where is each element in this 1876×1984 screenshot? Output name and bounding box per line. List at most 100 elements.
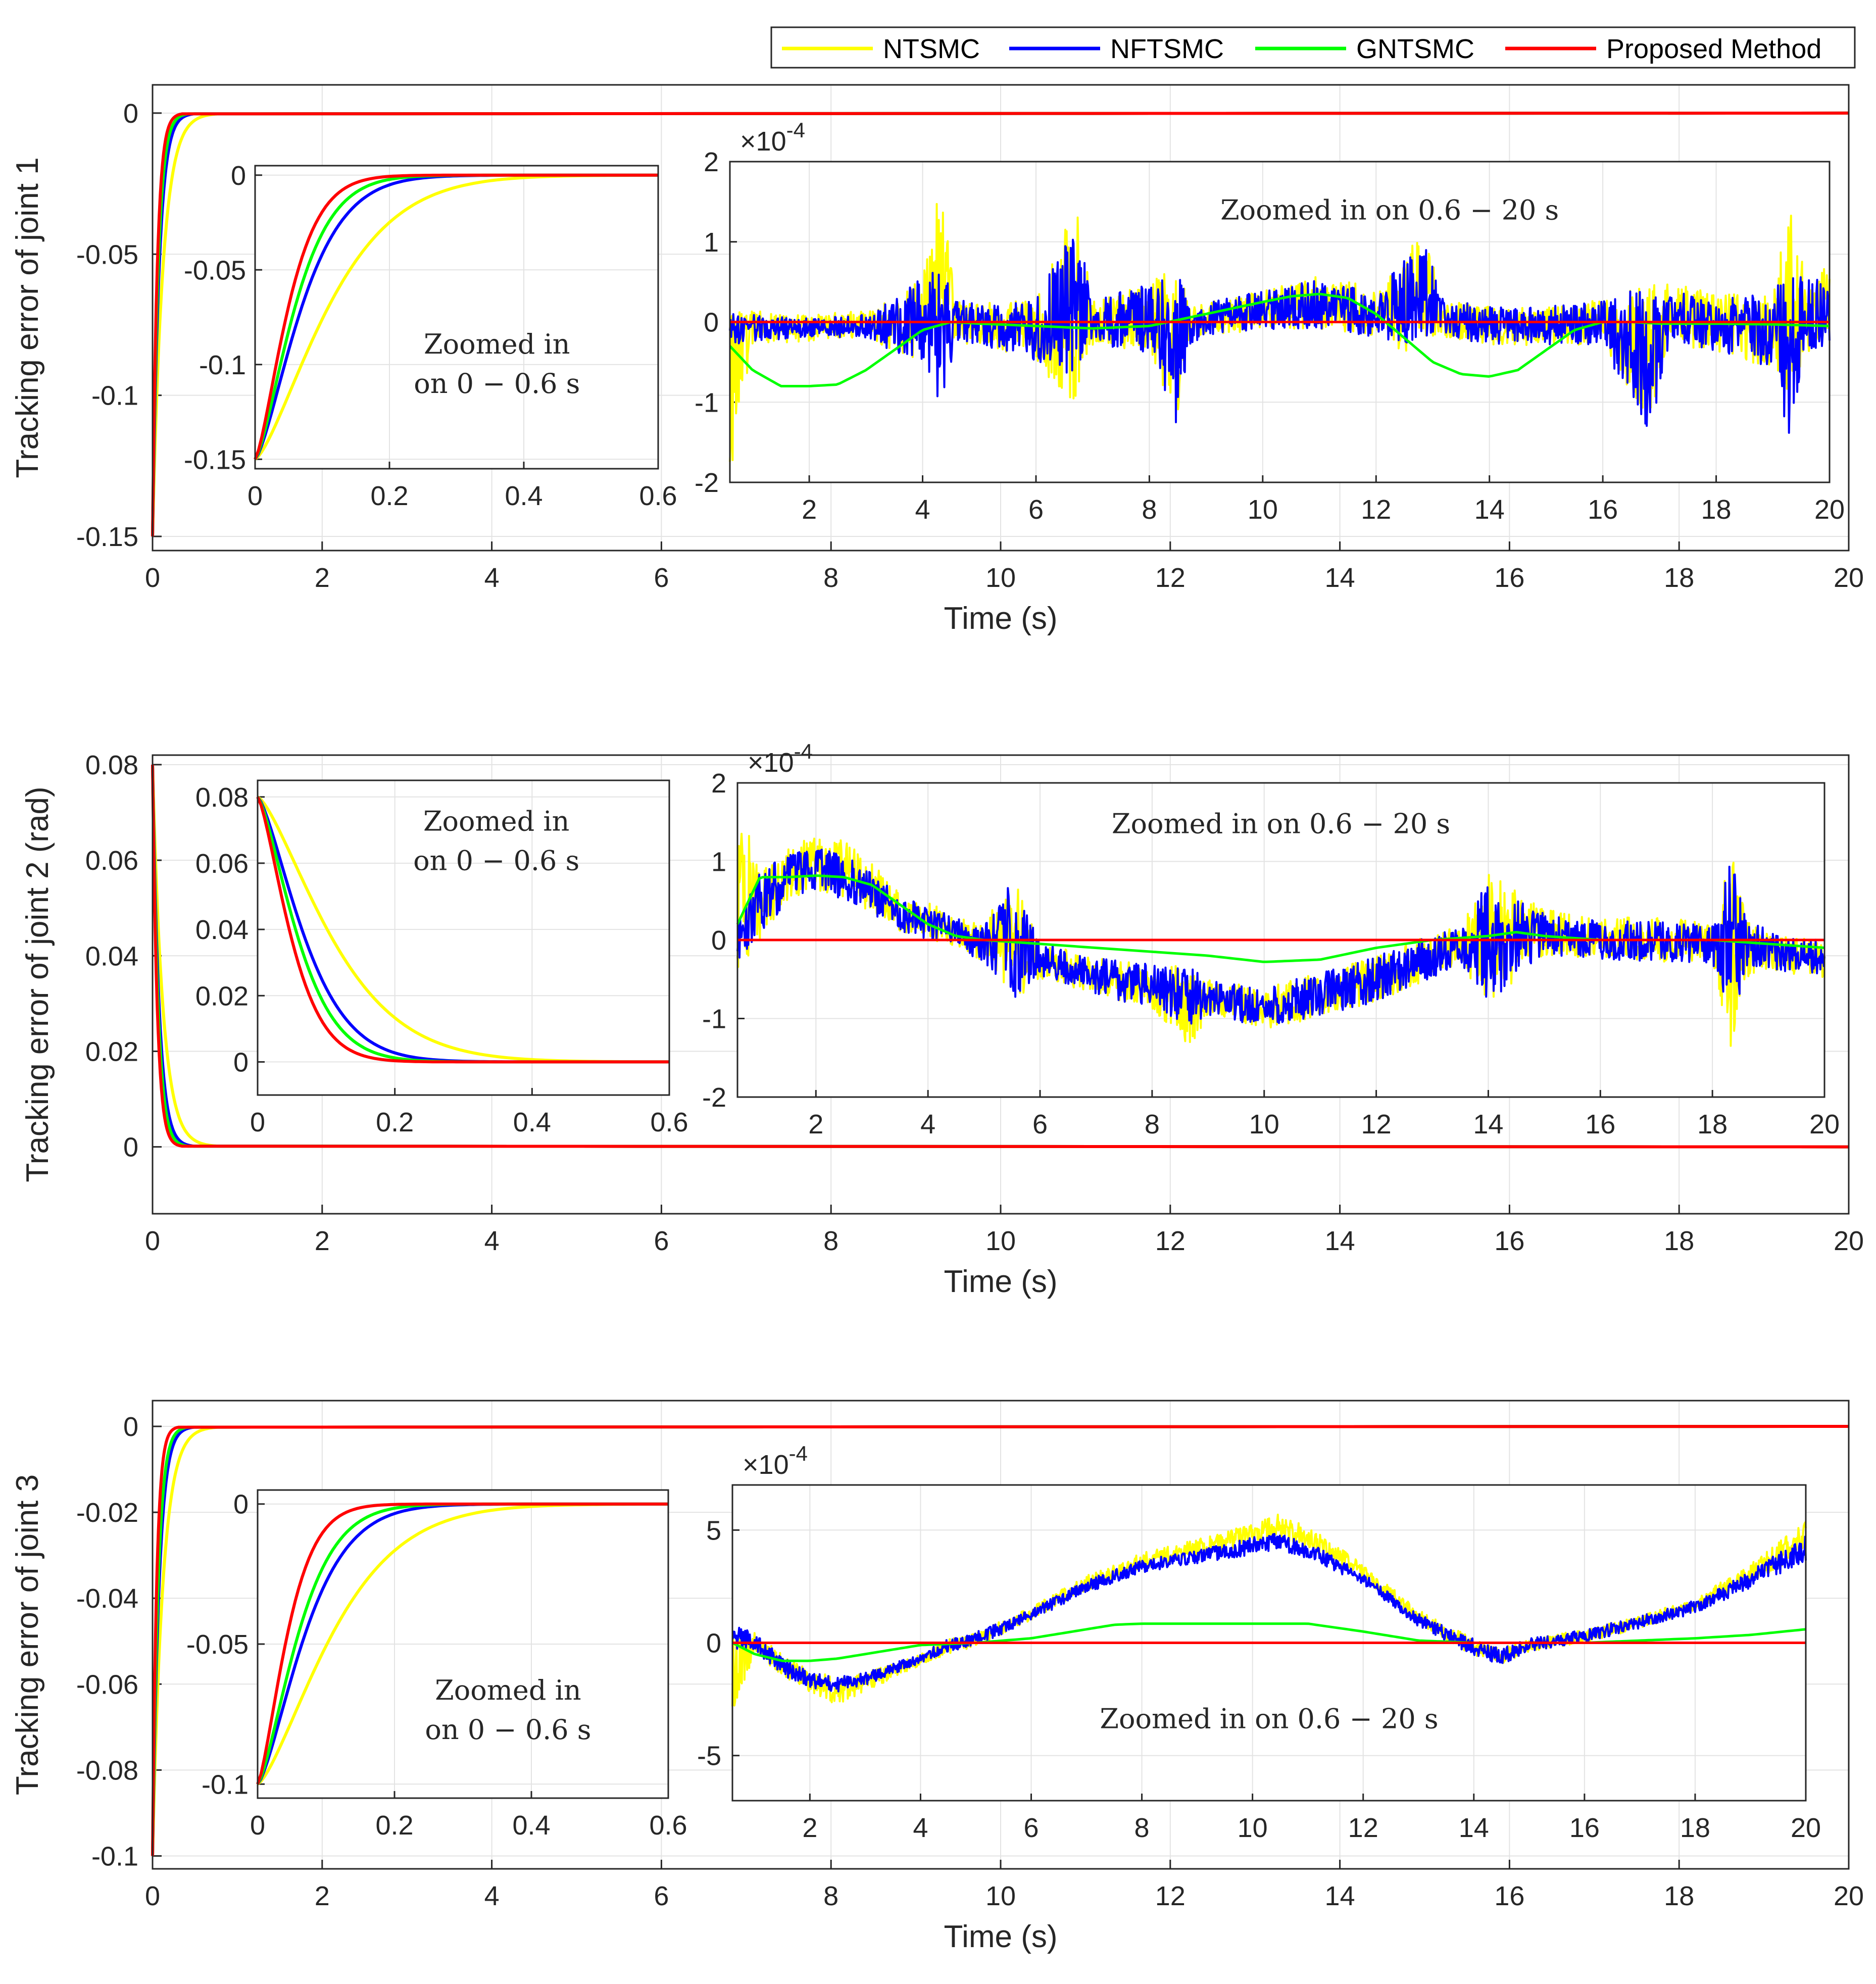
joint3-inset-early-xtick-label: 0.2 — [375, 1810, 413, 1841]
joint2-inset-late-xtick-label: 8 — [1145, 1109, 1160, 1139]
joint3-inset-early-series-proposed-method — [256, 1502, 668, 1785]
joint2-xtick-label: 16 — [1494, 1226, 1524, 1256]
legend-label-gntsmc: GNTSMC — [1356, 34, 1474, 64]
joint1-xtick-label: 16 — [1494, 563, 1524, 593]
joint1-xtick-label: 2 — [315, 563, 330, 593]
joint2-ylabel: Tracking error of joint 2 (rad) — [20, 786, 55, 1182]
joint1-xtick-label: 8 — [823, 563, 838, 593]
joint3-inset-early-annotation: Zoomed in — [435, 1674, 581, 1706]
joint1-inset-late-series-nftsmc — [729, 238, 1831, 434]
joint2-ytick-label: 0.08 — [85, 750, 138, 780]
joint3-xtick-label: 2 — [315, 1881, 330, 1911]
joint2-inset-late-series-nftsmc — [736, 849, 1825, 1025]
joint1-ytick-label: 0 — [123, 98, 138, 129]
joint3-xtick-label: 18 — [1664, 1881, 1694, 1911]
legend-label-nftsmc: NFTSMC — [1110, 34, 1224, 64]
joint3-inset-early-ytick-label: -0.1 — [202, 1769, 249, 1800]
joint3-ytick-label: -0.1 — [91, 1841, 138, 1871]
joint2-inset-late-xtick-label: 16 — [1585, 1109, 1615, 1139]
joint3-inset-late-xtick-label: 2 — [802, 1813, 817, 1843]
joint1-inset-late-ytick-label: 1 — [704, 227, 719, 258]
joint2-ytick-label: 0.04 — [85, 941, 138, 971]
joint1-inset-early-area — [255, 166, 658, 469]
joint1-inset-early-ytick-label: -0.1 — [199, 350, 246, 380]
joint2-xtick-label: 18 — [1664, 1226, 1694, 1256]
joint1-xtick-label: 10 — [985, 563, 1016, 593]
joint2-inset-early-ytick-label: 0.04 — [195, 915, 249, 945]
joint1-inset-late-xtick-label: 20 — [1814, 494, 1845, 525]
joint2-inset-late-ytick-label: 0 — [711, 925, 726, 956]
joint3-xtick-label: 8 — [823, 1881, 838, 1911]
joint3-series-proposed-method — [151, 1425, 1849, 1856]
joint1-inset-early-annotation: Zoomed in — [424, 328, 570, 360]
joint2-inset-late-annotation: Zoomed in on 0.6 − 20 s — [1112, 808, 1450, 840]
joint1-xlabel: Time (s) — [944, 601, 1058, 636]
joint2-inset-early-ytick-label: 0 — [233, 1047, 249, 1077]
joint1-inset-late-xtick-label: 12 — [1361, 494, 1391, 525]
joint3-inset-late-xtick-label: 12 — [1348, 1813, 1378, 1843]
joint1-inset-early-xtick-label: 0.2 — [370, 481, 408, 511]
joint2-inset-early: 0 0.2 0.4 0.6 0 0.02 0.04 0.06 0.08 Zoomed in on 0… — [195, 779, 688, 1137]
joint2-inset-early-ytick-label: 0.06 — [195, 849, 249, 879]
joint3-ytick-label: -0.06 — [76, 1669, 138, 1700]
joint3-xlabel: Time (s) — [944, 1919, 1058, 1954]
joint1-inset-late-xtick-label: 10 — [1248, 494, 1278, 525]
joint3-axes-box — [152, 1400, 1850, 1870]
joint2-inset-early-area — [258, 780, 669, 1095]
joint2-inset-late-ytick-label: -2 — [702, 1082, 726, 1113]
joint1-inset-late-box — [729, 161, 1831, 483]
joint2-inset-early-annotation: Zoomed in — [423, 806, 570, 837]
joint2-xlabel: Time (s) — [944, 1264, 1058, 1299]
joint2-xtick-label: 4 — [484, 1226, 500, 1256]
joint1-xtick-label: 0 — [145, 563, 160, 593]
joint2-xtick-label: 12 — [1155, 1226, 1186, 1256]
joint3-inset-early: 0 0.2 0.4 0.6 -0.1 -0.05 0 Zoomed in on 0 − 0.6 … — [186, 1489, 687, 1841]
joint2-xtick-label: 2 — [315, 1226, 330, 1256]
joint2-inset-late-xtick-label: 2 — [808, 1109, 823, 1139]
joint3-inset-late-ytick-label: -5 — [697, 1741, 721, 1771]
joint1-inset-late-ytick-label: -1 — [695, 387, 719, 418]
joint3-xtick-label: 4 — [484, 1881, 500, 1911]
joint2-inset-early-series-proposed-method — [256, 796, 669, 1064]
joint3-xtick-label: 0 — [145, 1881, 160, 1911]
joint2-ytick-label: 0 — [123, 1132, 138, 1163]
joint2-axes-box — [152, 754, 1850, 1215]
joint3-inset-late-xtick-label: 10 — [1238, 1813, 1268, 1843]
joint3-inset-late-ytick-label: 0 — [706, 1628, 721, 1659]
legend: NTSMC NFTSMC GNTSMC Proposed Method — [770, 26, 1856, 69]
joint2-inset-late-xtick-label: 20 — [1809, 1109, 1840, 1139]
joint3-ylabel: Tracking error of joint 3 — [10, 1474, 45, 1795]
joint3-inset-late-xtick-label: 18 — [1680, 1813, 1710, 1843]
joint2-xtick-label: 6 — [654, 1226, 669, 1256]
joint1-inset-late-xtick-label: 16 — [1588, 494, 1618, 525]
joint2-inset-early-box — [257, 779, 670, 1096]
joint3-xtick-label: 16 — [1494, 1881, 1524, 1911]
joint3-inset-late-series-gntsmc — [731, 1622, 1806, 1662]
joint2-xtick-label: 14 — [1325, 1226, 1355, 1256]
joint3-xtick-label: 10 — [985, 1881, 1016, 1911]
legend-label-ntsmc: NTSMC — [883, 34, 980, 64]
joint3-inset-late-series-nftsmc — [731, 1533, 1807, 1693]
joint3-inset-early-ytick-label: 0 — [233, 1490, 249, 1520]
joint3-inset-early-xtick-label: 0.6 — [649, 1810, 687, 1841]
joint3-ytick-label: -0.08 — [76, 1755, 138, 1785]
joint3-inset-late-box — [731, 1484, 1807, 1802]
joint3-inset-late-xtick-label: 6 — [1023, 1813, 1039, 1843]
joint2-inset-late-xtick-label: 10 — [1249, 1109, 1279, 1139]
joint1-xtick-label: 18 — [1664, 563, 1694, 593]
joint2-inset-late-ytick-label: 1 — [711, 847, 726, 877]
joint2-inset-late-xtick-label: 18 — [1697, 1109, 1727, 1139]
joint3-inset-late-annotation: Zoomed in on 0.6 − 20 s — [1100, 1703, 1438, 1734]
joint1-inset-late-xtick-label: 18 — [1701, 494, 1732, 525]
joint2-inset-early-xtick-label: 0.6 — [650, 1107, 688, 1137]
joint1-inset-early-xtick-label: 0.6 — [639, 481, 677, 511]
joint1-series-proposed-method — [151, 111, 1849, 537]
joint1-xtick-label: 4 — [484, 563, 500, 593]
joint3-inset-early-box — [257, 1489, 669, 1799]
joint1-inset-late-xtick-label: 4 — [915, 494, 930, 525]
joint3-inset-late-xtick-label: 20 — [1791, 1813, 1821, 1843]
